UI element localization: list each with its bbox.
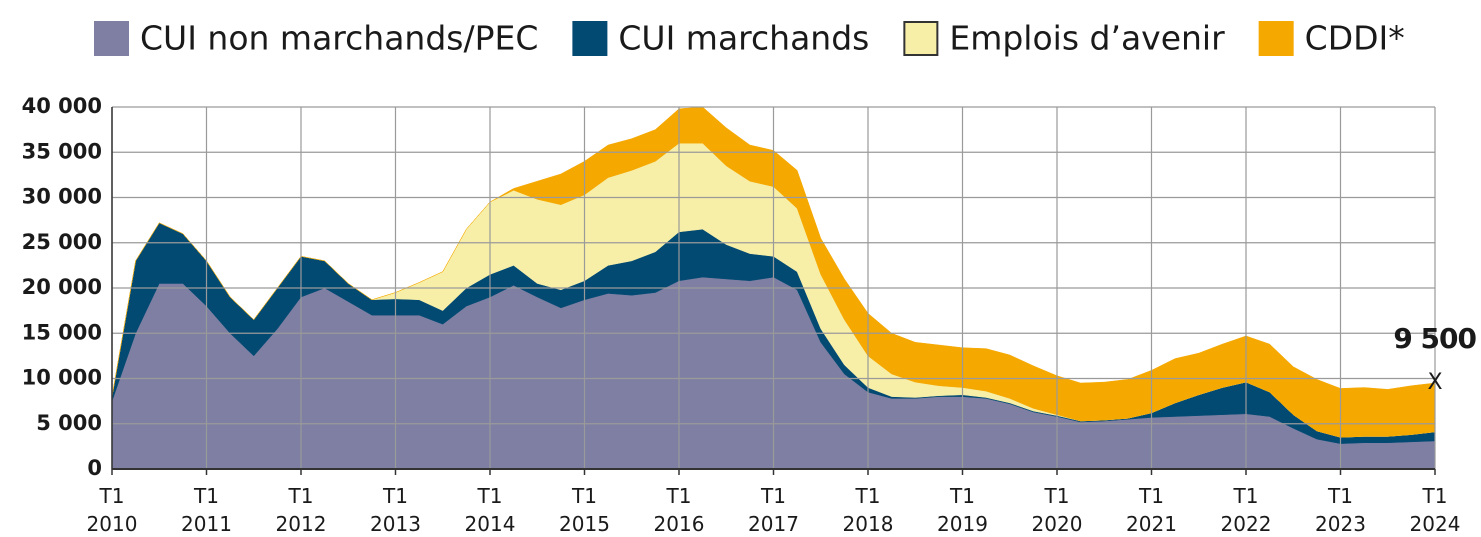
- x-tick-label: T1 2022: [1220, 484, 1272, 536]
- annotation: 9 500: [1393, 322, 1476, 355]
- x-tick-label: T1 2024: [1409, 484, 1461, 536]
- x-tick-label: T1 2016: [653, 484, 705, 536]
- x-tick-label: T1 2020: [1031, 484, 1083, 536]
- x-tick-label: T1 2023: [1315, 484, 1366, 536]
- x-tick-label: T1 2017: [748, 484, 799, 536]
- x-tick-label: T1 2019: [937, 484, 988, 536]
- legend-swatch: [94, 21, 129, 56]
- x-tick-label: T1 2010: [86, 484, 138, 536]
- x-tick-label: T1 2014: [464, 484, 516, 536]
- x-tick-label: T1 2013: [370, 484, 421, 536]
- legend-label: Emplois d’avenir: [949, 19, 1225, 58]
- legend-swatch: [1258, 21, 1294, 56]
- y-tick-label: 35 000: [22, 139, 102, 163]
- x-tick-label: T1 2015: [559, 484, 610, 536]
- y-tick-label: 40 000: [22, 94, 102, 118]
- x-tick-label: T1 2018: [842, 484, 894, 536]
- x-tick-label: T1 2012: [275, 484, 327, 536]
- y-tick-label: 10 000: [22, 366, 102, 390]
- y-tick-label: 30 000: [22, 185, 102, 209]
- x-tick-label: T1 2021: [1126, 484, 1177, 536]
- legend-swatch: [903, 21, 939, 56]
- legend-label: CUI non marchands/PEC: [140, 19, 538, 58]
- y-tick-label: 25 000: [22, 230, 102, 254]
- annotation-marker: X: [1427, 370, 1442, 395]
- x-tick-label: T1 2011: [181, 484, 232, 536]
- y-tick-label: 0: [87, 456, 102, 480]
- y-tick-label: 15 000: [22, 320, 102, 344]
- y-tick-label: 5 000: [36, 411, 102, 435]
- y-tick-label: 20 000: [22, 275, 102, 299]
- legend-label: CUI marchands: [618, 19, 869, 58]
- legend-swatch: [572, 21, 608, 56]
- legend-label: CDDI*: [1305, 19, 1405, 58]
